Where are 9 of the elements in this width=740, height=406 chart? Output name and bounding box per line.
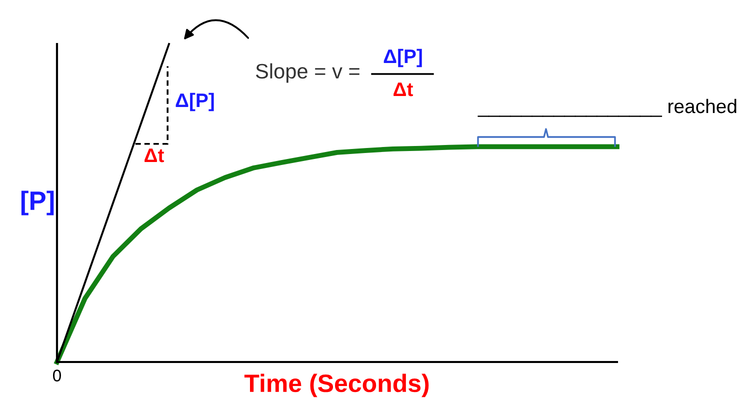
annotation: Δ[P] <box>176 92 214 112</box>
annotation: Slope = v = <box>256 63 360 83</box>
annotation: Δt <box>144 148 164 162</box>
text: 0 <box>53 370 61 382</box>
x-axis-title: Time (Seconds) <box>244 374 429 398</box>
annotation: Δ[P] <box>384 48 422 68</box>
annotation: Δt <box>394 82 413 96</box>
y-axis-title: [P] <box>21 190 54 216</box>
annotation: _________________ reached <box>478 98 736 117</box>
